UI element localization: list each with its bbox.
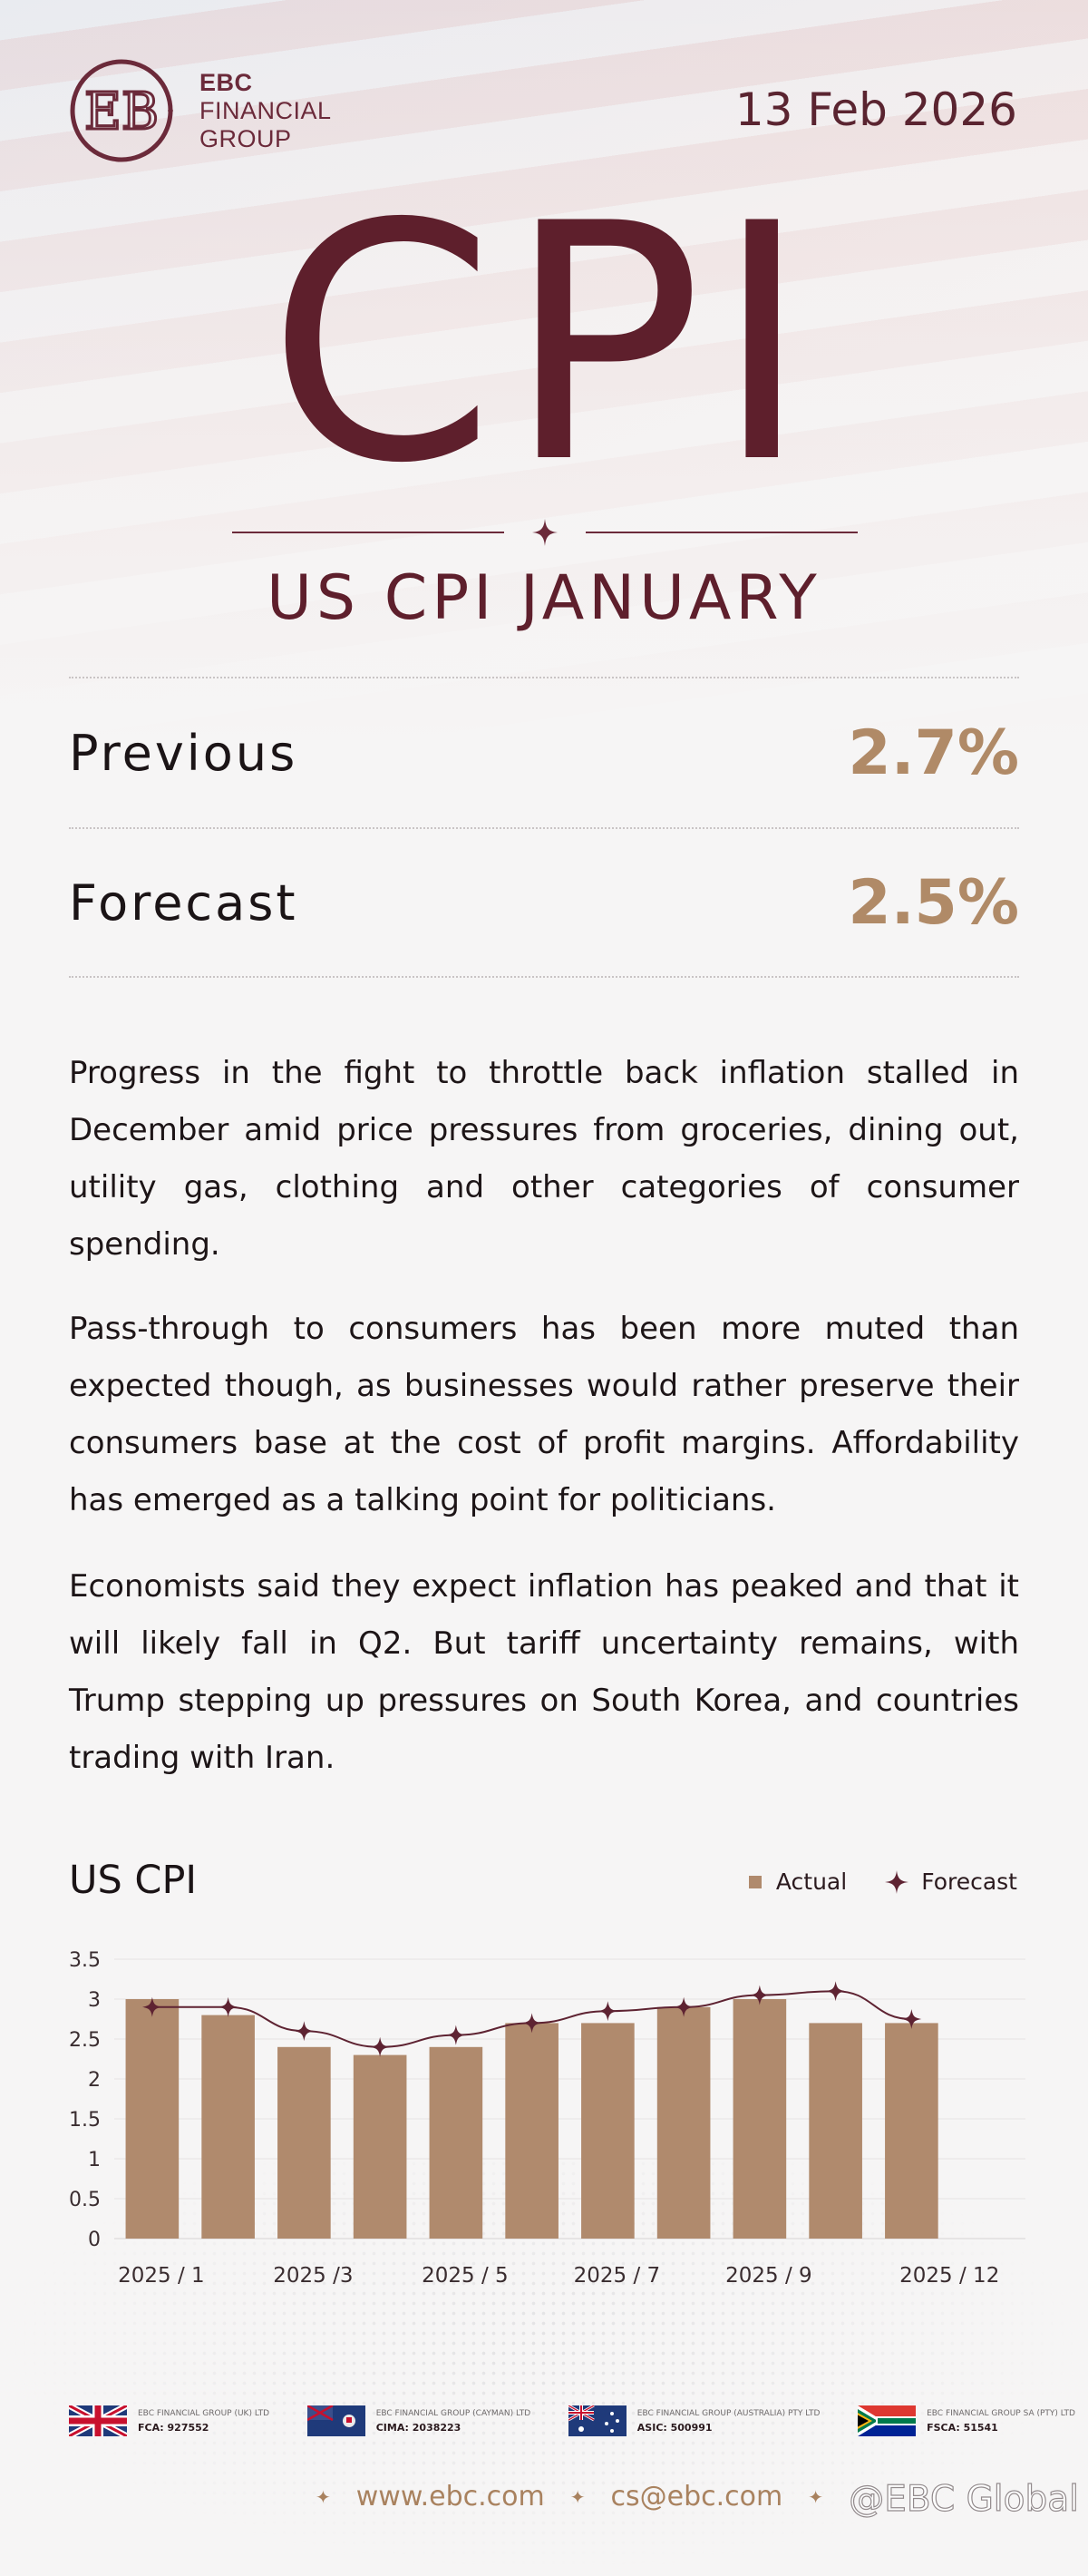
paragraph-3: Economists said they expect inflation ha… — [69, 1568, 1019, 1776]
y-tick-label: 0 — [88, 2229, 101, 2251]
regulator-south-africa: EBC FINANCIAL GROUP SA (PTY) LTD FSCA: 5… — [858, 2405, 1075, 2436]
forecast-point — [141, 1996, 162, 2017]
logo-line-3: GROUP — [199, 124, 292, 152]
bar-actual — [429, 2046, 483, 2239]
divider-line-right — [586, 532, 858, 533]
x-tick-label: 2025 / 1 — [118, 2264, 205, 2288]
paragraph-2: Pass-through to consumers has been more … — [69, 1311, 1019, 1518]
regulator-list: EBC FINANCIAL GROUP (UK) LTD FCA: 927552… — [69, 2405, 1075, 2436]
hero-title: CPI — [267, 154, 821, 534]
forecast-value: 2.5% — [848, 866, 1019, 939]
divider-line-left — [232, 532, 504, 533]
title-divider — [232, 519, 858, 546]
y-tick-label: 3 — [88, 1989, 101, 2012]
forecast-point — [218, 1996, 238, 2017]
regulator-cayman: EBC FINANCIAL GROUP (CAYMAN) LTD CIMA: 2… — [306, 2405, 531, 2436]
regulator-australia-license: ASIC: 500991 — [636, 2422, 713, 2434]
bar-actual — [809, 2023, 862, 2239]
regulator-australia: EBC FINANCIAL GROUP (AUSTRALIA) PTY LTD … — [568, 2405, 821, 2436]
forecast-point — [294, 2021, 315, 2042]
regulator-australia-entity: EBC FINANCIAL GROUP (AUSTRALIA) PTY LTD — [636, 2409, 821, 2418]
logo-line-2: FINANCIAL — [199, 96, 332, 124]
x-tick-label: 2025 / 5 — [422, 2264, 509, 2288]
y-tick-label: 1.5 — [69, 2109, 101, 2132]
ebc-logo-icon: EB — [70, 59, 173, 162]
previous-value: 2.7% — [848, 717, 1019, 789]
logo-wordmark: EBC FINANCIAL GROUP — [199, 69, 332, 153]
x-tick-label: 2025 /3 — [273, 2264, 353, 2288]
email-link[interactable]: cs@ebc.com — [610, 2481, 783, 2513]
forecast-point — [445, 2025, 466, 2045]
bar-actual — [125, 1999, 180, 2239]
forecast-point — [674, 1996, 695, 2017]
report-date: 13 Feb 2026 — [734, 83, 1017, 136]
sparkle-icon — [532, 519, 558, 546]
sparkle-icon: ✦ — [808, 2485, 824, 2508]
x-tick-label: 2025 / 9 — [725, 2264, 812, 2288]
regulator-cayman-entity: EBC FINANCIAL GROUP (CAYMAN) LTD — [375, 2409, 531, 2418]
forecast-point — [521, 2013, 542, 2034]
x-tick-label: 2025 / 7 — [574, 2264, 661, 2288]
south-africa-flag-icon — [858, 2405, 917, 2436]
y-tick-label: 2.5 — [69, 2029, 101, 2052]
forecast-point — [597, 2001, 618, 2022]
legend-actual-label: Actual — [775, 1869, 848, 1895]
website-link[interactable]: www.ebc.com — [355, 2481, 545, 2513]
forecast-point — [370, 2036, 391, 2057]
regulator-uk-license: FCA: 927552 — [138, 2422, 209, 2434]
y-tick-label: 3.5 — [69, 1949, 101, 1972]
chart-title: US CPI — [69, 1858, 198, 1903]
regulator-sa-entity: EBC FINANCIAL GROUP SA (PTY) LTD — [927, 2409, 1075, 2418]
svg-text:EB: EB — [84, 83, 159, 141]
us-cpi-chart: 0 0.5 1 1.5 2 2.5 3 3.5 2025 / 1 2025 /3 2025 / 5 2… — [69, 1949, 1025, 2288]
bar-actual — [277, 2046, 331, 2239]
flag-background — [0, 0, 1088, 744]
forecast-point — [749, 1985, 770, 2005]
bar-actual — [353, 2054, 407, 2239]
forecast-point — [901, 2009, 922, 2029]
watermark: @EBC Global — [849, 2478, 1080, 2520]
previous-label: Previous — [69, 724, 298, 782]
y-tick-label: 2 — [88, 2069, 101, 2092]
forecast-row: Forecast 2.5% — [69, 827, 1019, 978]
australia-flag-icon — [568, 2405, 627, 2436]
forecast-point — [825, 1981, 846, 2002]
legend-forecast-star-icon — [885, 1869, 909, 1894]
legend-actual-swatch — [748, 1875, 762, 1888]
x-tick-label: 2025 / 12 — [899, 2264, 999, 2288]
regulator-uk: EBC FINANCIAL GROUP (UK) LTD FCA: 927552 — [69, 2405, 269, 2436]
regulator-cayman-license: CIMA: 2038223 — [375, 2422, 461, 2434]
bar-actual — [656, 2006, 711, 2239]
bar-actual — [733, 1999, 787, 2239]
previous-row: Previous 2.7% — [69, 677, 1019, 827]
sparkle-icon: ✦ — [316, 2485, 331, 2508]
ebc-logo: EB EBC FINANCIAL GROUP — [69, 56, 332, 165]
regulator-uk-entity: EBC FINANCIAL GROUP (UK) LTD — [138, 2409, 270, 2418]
uk-flag-icon — [69, 2405, 127, 2436]
bar-actual — [885, 2023, 938, 2239]
bar-actual — [201, 2015, 255, 2239]
regulator-sa-license: FSCA: 51541 — [927, 2422, 998, 2434]
forecast-label: Forecast — [69, 873, 298, 932]
bar-actual — [505, 2023, 559, 2239]
y-tick-label: 0.5 — [69, 2189, 101, 2211]
chart-legend: Actual Forecast — [748, 1869, 1017, 1895]
hero-subtitle: US CPI JANUARY — [267, 562, 821, 634]
paragraph-1: Progress in the fight to throttle back i… — [69, 1055, 1019, 1263]
contact-row: ✦ www.ebc.com ✦ cs@ebc.com ✦ — [290, 2481, 849, 2513]
logo-line-1: EBC — [199, 68, 253, 96]
bar-actual — [581, 2023, 635, 2239]
legend-forecast-label: Forecast — [921, 1869, 1017, 1895]
y-tick-label: 1 — [88, 2149, 101, 2171]
sparkle-icon: ✦ — [569, 2485, 586, 2508]
cayman-flag-icon — [306, 2405, 365, 2436]
